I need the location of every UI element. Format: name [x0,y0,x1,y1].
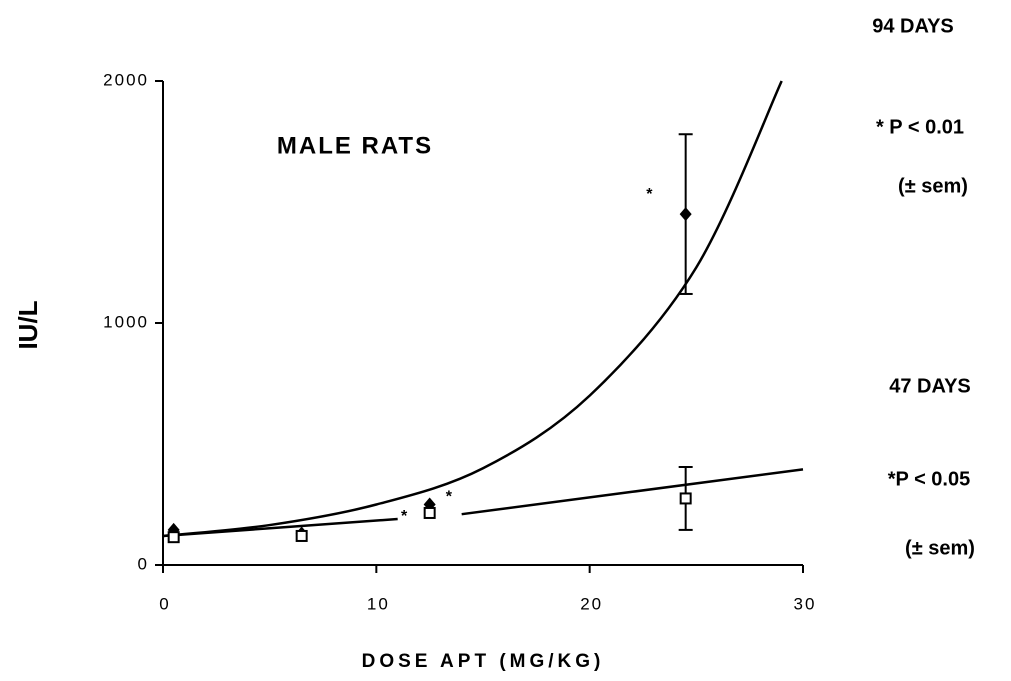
x-axis-label: DOSE APT (MG/KG) [362,651,605,672]
point [295,529,308,542]
y-axis-label: IU/L [13,300,43,349]
point [679,492,692,505]
fit-line [162,468,804,538]
x-tick-label: 20 [580,594,603,613]
series-note: (± sem) [905,537,975,559]
point [167,531,180,544]
annotation: * [446,488,453,505]
y-tick-label: 1000 [103,312,149,331]
y-tick-label: 0 [138,554,149,573]
fit-line [162,80,783,538]
series-note: *P < 0.05 [888,468,970,490]
series-note: * P < 0.01 [876,116,964,138]
annotation: * [646,186,653,203]
chart-title: MALE RATS [277,132,433,159]
series-note: (± sem) [898,175,968,197]
x-tick-label: 0 [159,594,170,613]
series-label: 94 DAYS [872,15,954,37]
y-tick-label: 2000 [103,70,149,89]
x-tick-label: 10 [367,594,390,613]
x-tick-label: 30 [794,594,817,613]
point [423,506,436,519]
series-label: 47 DAYS [889,375,971,397]
annotation: * [401,508,408,525]
point [679,207,692,222]
